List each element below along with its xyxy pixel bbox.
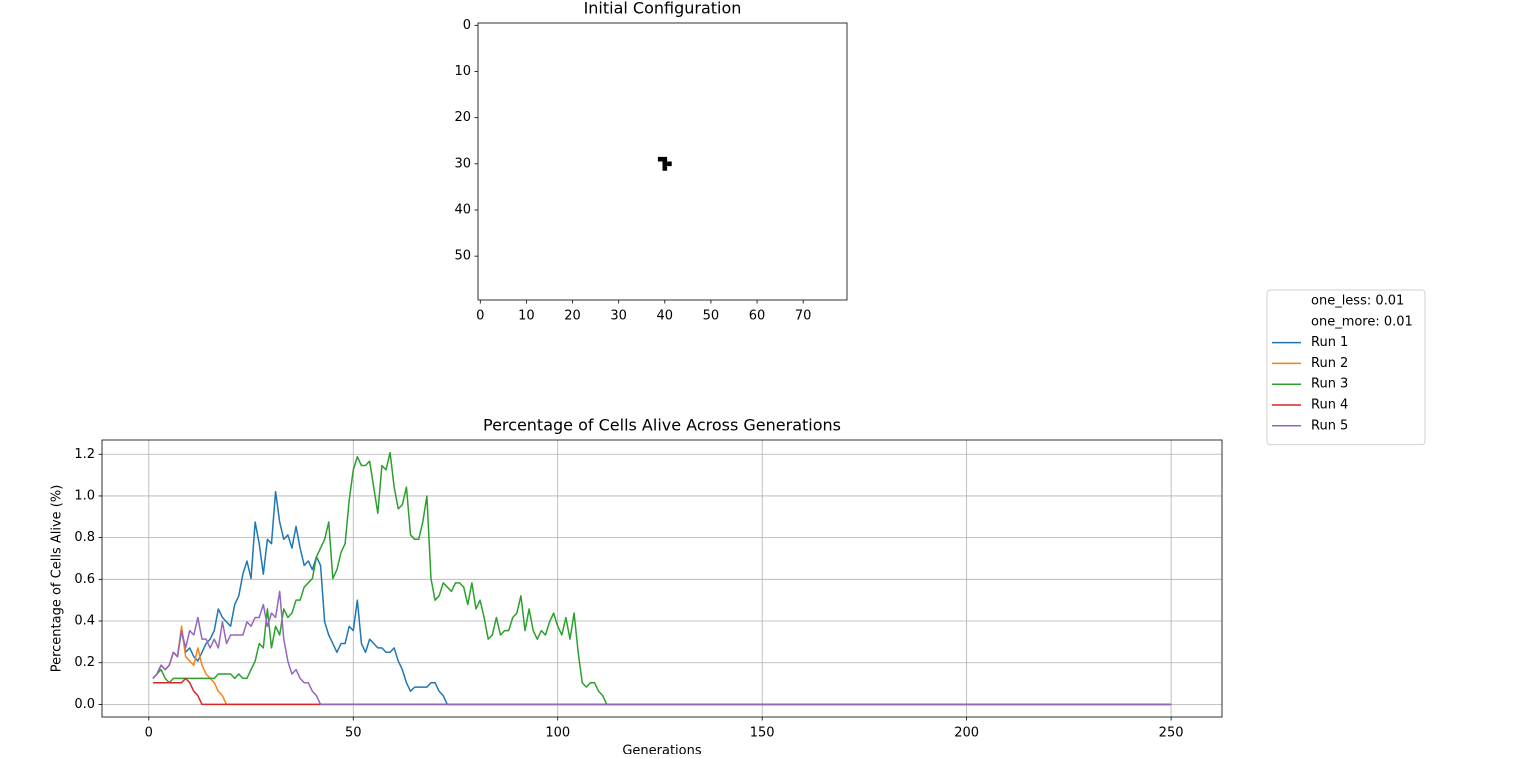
x-tick-label: 250 <box>1159 726 1184 741</box>
alive-cell <box>662 166 668 171</box>
y-tick-label: 0.2 <box>74 655 95 670</box>
y-tick-label: 10 <box>454 64 471 79</box>
x-tick-label: 150 <box>750 726 775 741</box>
legend-label: Run 4 <box>1311 398 1348 413</box>
x-tick-label: 60 <box>749 309 766 324</box>
x-axis-label: Generations <box>622 744 702 755</box>
axes-frame <box>477 22 848 301</box>
legend: one_less: 0.01 one_more: 0.01 Run 1 Run 2 Ru… <box>1266 289 1426 446</box>
y-tick-label: 1.0 <box>74 488 95 503</box>
x-tick-label: 20 <box>564 309 581 324</box>
x-tick-label: 50 <box>345 726 362 741</box>
x-tick-label: 40 <box>657 309 674 324</box>
y-axis-label: Percentage of Cells Alive (%) <box>50 485 65 673</box>
data-line <box>152 451 1172 706</box>
x-tick-label: 50 <box>703 309 720 324</box>
y-tick-label: 30 <box>454 156 471 171</box>
plot-background <box>102 440 1222 717</box>
y-tick-label: 0.6 <box>74 572 95 587</box>
x-tick-label: 200 <box>954 726 979 741</box>
x-tick-label: 10 <box>518 309 535 324</box>
alive-cell <box>657 156 663 162</box>
y-tick-label: 0 <box>463 18 471 33</box>
axes-frame <box>101 439 1223 718</box>
x-tick-label: 0 <box>476 309 484 324</box>
legend-label: Run 5 <box>1311 418 1348 433</box>
x-tick-label: 100 <box>545 726 570 741</box>
legend-note: one_more: 0.01 <box>1311 314 1413 329</box>
legend-label: Run 2 <box>1311 356 1348 371</box>
x-tick-label: 70 <box>795 309 812 324</box>
legend-label: Run 3 <box>1311 377 1348 392</box>
alive-cell <box>662 161 668 167</box>
data-line <box>152 590 1172 706</box>
alive-cell <box>662 156 668 162</box>
y-tick-label: 50 <box>454 249 471 264</box>
y-tick-label: 20 <box>454 110 471 125</box>
y-tick-label: 0.4 <box>74 614 95 629</box>
x-tick-label: 0 <box>145 726 153 741</box>
chart-title: Initial Configuration <box>584 0 742 18</box>
y-tick-label: 0.0 <box>74 697 95 712</box>
y-tick-label: 0.8 <box>74 530 95 545</box>
chart-title: Percentage of Cells Alive Across Generat… <box>483 416 841 435</box>
legend-label: Run 1 <box>1311 335 1348 350</box>
alive-cell <box>667 161 672 167</box>
legend-note: one_less: 0.01 <box>1311 294 1404 309</box>
legend-frame <box>1266 289 1426 446</box>
y-tick-label: 1.2 <box>74 447 95 462</box>
y-tick-label: 40 <box>454 202 471 217</box>
x-tick-label: 30 <box>610 309 627 324</box>
data-line <box>152 677 1172 706</box>
data-line <box>152 490 1172 706</box>
